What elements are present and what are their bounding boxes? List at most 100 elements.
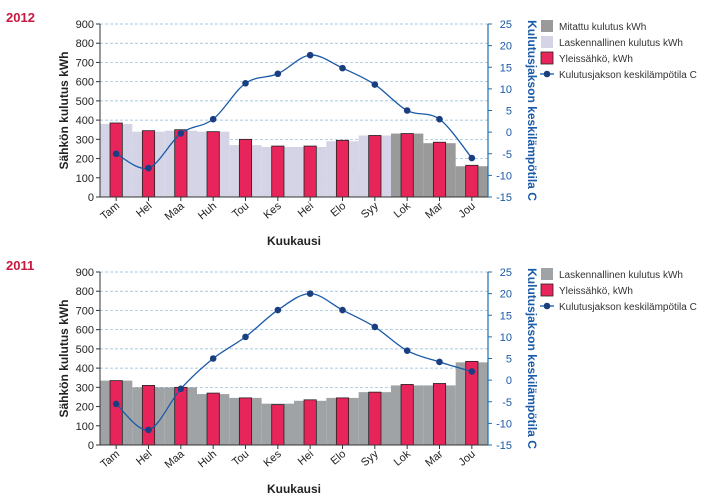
- chart0-x-tick-label: Maa: [163, 200, 188, 224]
- chart1-y-tick-label: 500: [76, 344, 94, 356]
- chart0-x-tick-label: Hei: [296, 200, 316, 220]
- chart1-temperature-point: [436, 358, 443, 366]
- chart0-y-tick-label: 400: [76, 115, 94, 127]
- chart1-x-tick-label: Maa: [163, 448, 188, 472]
- chart1-x-tick-label: Tam: [98, 448, 122, 471]
- chart0-x-tick-label: Tou: [230, 200, 251, 221]
- chart1-bar: [400, 384, 414, 446]
- chart0-y2-tick-label: 15: [500, 62, 512, 74]
- chart0-temperature-point: [306, 51, 314, 59]
- chart0-temperature-point: [177, 130, 185, 137]
- chart0-temperature-point: [242, 79, 249, 87]
- chart0-x-tick-label: Mar: [423, 200, 445, 222]
- chart0-y2-tick-label: 0: [506, 127, 512, 139]
- chart1-x-tick-label: Hel: [134, 448, 154, 468]
- chart1-y-tick-label: 900: [76, 267, 94, 279]
- chart0-bar: [432, 141, 447, 198]
- chart0-legend-swatch: [541, 20, 553, 32]
- chart0-temperature-point: [468, 154, 476, 162]
- chart0-x-tick-label: Kes: [262, 200, 285, 222]
- chart1-y2-tick-label: 25: [500, 267, 512, 279]
- chart0-bar: [303, 145, 317, 198]
- chart1-legend-label: Kulutusjakson keskilämpötila C: [559, 302, 697, 313]
- chart1-bar: [368, 391, 382, 446]
- chart0-y-tick-label: 0: [88, 192, 94, 204]
- chart-2011: 0 100 200 300 400 500 600 700 800 900 -15 -10 -5 0 5 10…: [57, 267, 697, 496]
- chart1-legend-swatch: [541, 268, 553, 280]
- chart0-bar: [400, 133, 414, 198]
- chart1-y2-tick-label: 10: [500, 332, 512, 344]
- chart1-x-tick-label: Lok: [392, 448, 414, 469]
- chart0-legend-label: Laskennallinen kulutus kWh: [559, 38, 683, 49]
- chart0-y2-tick-label: -10: [496, 170, 512, 182]
- chart0-x-tick-label: Jou: [456, 200, 477, 221]
- chart1-series-bg-0: [100, 362, 488, 445]
- chart1-temperature-point: [339, 306, 346, 314]
- chart1-x-tick-label: Huh: [196, 448, 219, 470]
- chart0-y-tick-label: 300: [76, 134, 94, 146]
- chart0-y-tick-label: 100: [76, 173, 94, 185]
- chart0-y-axis-title: Sähkön kulutus kWh: [57, 51, 71, 169]
- chart0-temperature-point: [145, 164, 152, 172]
- chart0-y-tick-label: 500: [76, 96, 94, 108]
- chart0-legend-label: Yleissähkö, kWh: [559, 54, 633, 65]
- chart1-temperature-point: [371, 323, 379, 331]
- chart-2012-year-label: 2012: [6, 10, 35, 25]
- chart0-x-tick-label: Syy: [359, 200, 381, 221]
- chart1-bar: [303, 399, 317, 446]
- chart1-bar: [335, 397, 350, 446]
- chart0-y2-axis-title: Kulutusjakson keskilämpötila C: [525, 20, 539, 201]
- chart0-y2-tick-label: 20: [500, 41, 512, 53]
- chart1-bar: [174, 386, 188, 446]
- chart1-x-tick-label: Syy: [359, 448, 381, 469]
- chart0-x-tick-label: Hel: [134, 200, 154, 220]
- chart0-bar: [141, 130, 156, 198]
- chart1-legend-swatch: [540, 283, 554, 297]
- chart1-y2-axis-title: Kulutusjakson keskilämpötila C: [525, 268, 539, 449]
- chart1-y2-tick-label: 15: [500, 310, 512, 322]
- chart0-x-axis-title: Kuukausi: [267, 234, 321, 248]
- chart1-legend: Laskennallinen kulutus kWh Yleissähkö, kW…: [540, 268, 697, 313]
- chart1-bar: [109, 380, 123, 446]
- chart0-temperature-point: [371, 81, 379, 88]
- chart1-temperature-point: [112, 400, 120, 408]
- chart0-legend: Mitattu kulutus kWh Laskennallinen kulutu…: [540, 20, 697, 81]
- chart1-x-tick-label: Jou: [456, 448, 477, 469]
- chart1-y-tick-label: 400: [76, 363, 94, 375]
- chart1-legend-marker: [543, 302, 551, 310]
- chart1-x-tick-label: Tou: [230, 448, 251, 469]
- chart0-y2-tick-label: -15: [496, 192, 512, 204]
- chart0-y2-tick-label: 10: [500, 84, 512, 96]
- chart1-y2-tick-label: 5: [506, 354, 512, 366]
- chart1-bar: [432, 383, 447, 446]
- chart1-y2-tick-label: 0: [506, 375, 512, 387]
- chart-2011-year-label: 2011: [6, 258, 35, 273]
- chart1-temperature-point: [145, 426, 152, 434]
- chart0-bar: [335, 139, 350, 198]
- chart1-legend-label: Laskennallinen kulutus kWh: [559, 270, 683, 281]
- chart0-legend-swatch: [540, 51, 554, 65]
- chart1-y-tick-label: 200: [76, 402, 94, 414]
- chart0-bar: [465, 164, 479, 198]
- chart1-x-tick-label: Kes: [262, 448, 285, 470]
- chart1-temperature-point: [306, 290, 314, 297]
- chart1-bar: [271, 404, 285, 446]
- chart0-bar: [238, 138, 253, 198]
- chart1-y-tick-label: 0: [88, 440, 94, 452]
- chart1-y2-tick-label: -15: [496, 440, 512, 452]
- chart0-bar: [368, 135, 382, 198]
- chart1-bar: [206, 392, 220, 446]
- chart0-x-tick-label: Huh: [196, 200, 219, 222]
- chart1-y-tick-label: 300: [76, 382, 94, 394]
- chart1-bar: [141, 385, 156, 446]
- chart0-legend-label: Kulutusjakson keskilämpötila C: [559, 70, 697, 81]
- chart0-legend-marker: [543, 70, 551, 78]
- chart1-y-tick-label: 700: [76, 305, 94, 317]
- chart0-temperature-point: [112, 150, 120, 158]
- chart0-legend-swatch: [541, 36, 553, 48]
- chart1-y-tick-label: 100: [76, 421, 94, 433]
- chart0-y2-tick-label: 25: [500, 19, 512, 31]
- chart0-x-tick-label: Lok: [392, 200, 414, 221]
- chart1-temperature-point: [242, 333, 249, 341]
- chart0-temperature-point: [339, 64, 346, 72]
